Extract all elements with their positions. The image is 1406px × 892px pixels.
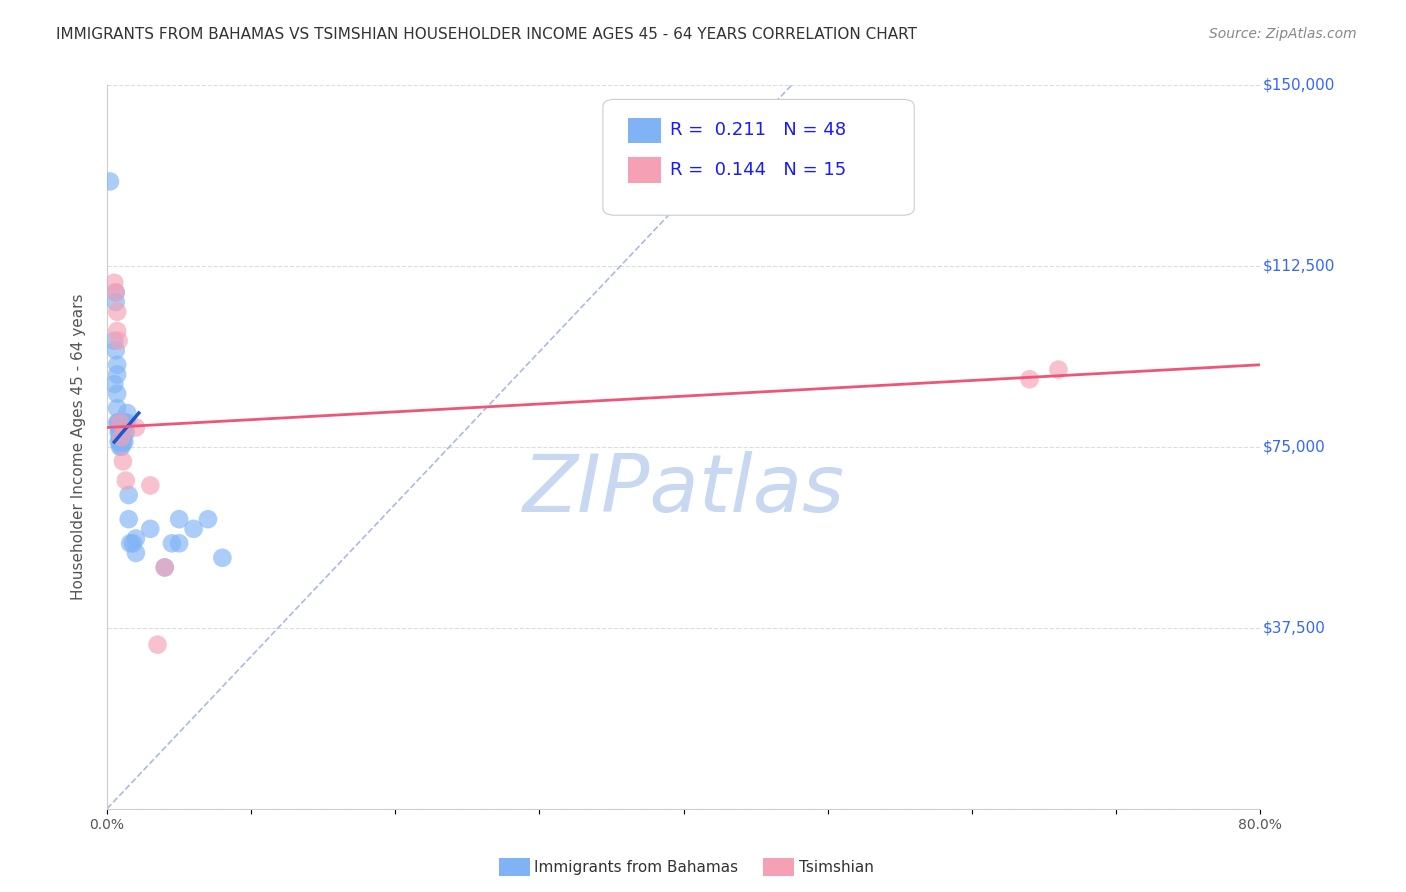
Point bbox=[104, 285, 127, 300]
Point bbox=[107, 334, 129, 348]
Text: Tsimshian: Tsimshian bbox=[799, 860, 873, 874]
Y-axis label: Householder Income Ages 45 - 64 years: Householder Income Ages 45 - 64 years bbox=[72, 293, 86, 600]
Point bbox=[153, 560, 176, 574]
Point bbox=[125, 532, 148, 546]
Point bbox=[104, 343, 127, 358]
Point bbox=[105, 324, 128, 338]
Point bbox=[105, 386, 128, 401]
Point bbox=[103, 276, 125, 290]
Text: Immigrants from Bahamas: Immigrants from Bahamas bbox=[534, 860, 738, 874]
Point bbox=[107, 416, 129, 430]
Text: ZIPatlas: ZIPatlas bbox=[523, 451, 845, 529]
Point bbox=[111, 434, 134, 449]
Point bbox=[105, 416, 128, 430]
Point bbox=[105, 401, 128, 416]
Point bbox=[107, 434, 129, 449]
Point bbox=[160, 536, 183, 550]
Point bbox=[105, 304, 128, 318]
Point bbox=[183, 522, 205, 536]
Point bbox=[197, 512, 219, 526]
Point bbox=[139, 478, 162, 492]
Point bbox=[110, 416, 132, 430]
Point bbox=[117, 406, 139, 420]
Text: $75,000: $75,000 bbox=[1263, 439, 1326, 454]
Point bbox=[107, 416, 129, 430]
Text: $37,500: $37,500 bbox=[1263, 620, 1326, 635]
Point bbox=[114, 416, 136, 430]
Point bbox=[110, 430, 132, 444]
Point bbox=[118, 512, 141, 526]
Point bbox=[104, 285, 127, 300]
Point bbox=[114, 425, 136, 440]
Point bbox=[108, 440, 131, 454]
Point bbox=[112, 425, 135, 440]
Point bbox=[111, 430, 134, 444]
Point bbox=[108, 416, 131, 430]
Point bbox=[111, 454, 134, 468]
Point bbox=[153, 560, 176, 574]
Point bbox=[122, 536, 145, 550]
Point bbox=[104, 295, 127, 310]
Point bbox=[110, 440, 132, 454]
Point bbox=[114, 474, 136, 488]
Point bbox=[125, 546, 148, 560]
Point bbox=[1018, 372, 1040, 386]
Point bbox=[117, 416, 139, 430]
Point bbox=[167, 536, 190, 550]
Point bbox=[118, 488, 141, 502]
Point bbox=[110, 420, 132, 434]
Point bbox=[112, 434, 135, 449]
Point bbox=[107, 425, 129, 440]
Point bbox=[120, 536, 142, 550]
Point bbox=[108, 434, 131, 449]
Point bbox=[211, 550, 233, 565]
Point bbox=[167, 512, 190, 526]
Point bbox=[108, 425, 131, 440]
Point bbox=[146, 638, 169, 652]
Bar bbox=[628, 157, 661, 183]
Text: $150,000: $150,000 bbox=[1263, 78, 1334, 93]
Point bbox=[98, 174, 121, 188]
Point bbox=[1047, 362, 1070, 376]
Point bbox=[103, 377, 125, 392]
Point bbox=[107, 420, 129, 434]
Text: $112,500: $112,500 bbox=[1263, 259, 1334, 273]
Point bbox=[101, 54, 124, 68]
Point bbox=[103, 334, 125, 348]
Bar bbox=[628, 118, 661, 143]
Point bbox=[139, 522, 162, 536]
Point bbox=[105, 358, 128, 372]
Point bbox=[110, 430, 132, 444]
Text: Source: ZipAtlas.com: Source: ZipAtlas.com bbox=[1209, 27, 1357, 41]
Point bbox=[105, 368, 128, 382]
Text: R =  0.144   N = 15: R = 0.144 N = 15 bbox=[669, 161, 846, 178]
Point bbox=[108, 430, 131, 444]
FancyBboxPatch shape bbox=[603, 99, 914, 215]
Point bbox=[125, 420, 148, 434]
Point bbox=[111, 420, 134, 434]
Text: R =  0.211   N = 48: R = 0.211 N = 48 bbox=[669, 120, 846, 139]
Text: IMMIGRANTS FROM BAHAMAS VS TSIMSHIAN HOUSEHOLDER INCOME AGES 45 - 64 YEARS CORRE: IMMIGRANTS FROM BAHAMAS VS TSIMSHIAN HOU… bbox=[56, 27, 917, 42]
